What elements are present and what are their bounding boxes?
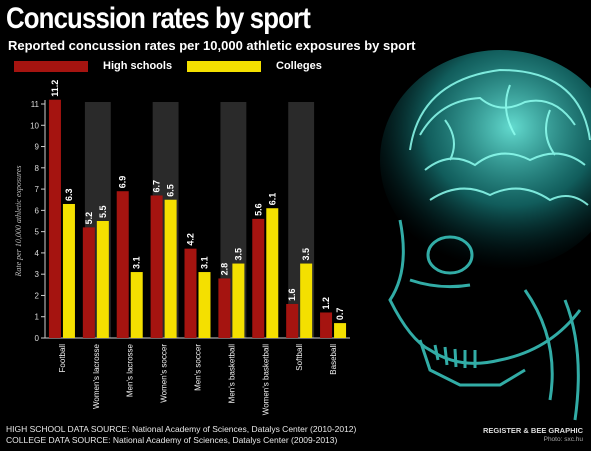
y-tick-label-9: 9 [35,143,40,152]
category-label-softball: Softball [295,344,304,371]
category-label-women-s-soccer: Women's soccer [160,344,169,403]
category-label-baseball: Baseball [329,344,338,375]
graphic-credit: REGISTER & BEE GRAPHIC [482,426,583,435]
category-label-men-s-lacrosse: Men's lacrosse [126,343,135,397]
bar-high-schools-baseball [320,312,333,338]
bar-colleges-men-s-lacrosse [130,272,143,338]
bar-colleges-women-s-soccer [164,199,177,338]
y-tick-label-6: 6 [35,206,40,215]
bar-high-schools-women-s-lacrosse [82,227,95,338]
value-label-high-schools-men-s-lacrosse: 6.9 [118,176,128,189]
bar-high-schools-football [48,99,61,338]
y-tick-label-5: 5 [35,228,40,237]
footer-source-college: COLLEGE DATA SOURCE: National Academy of… [6,435,338,445]
bar-colleges-football [62,203,75,338]
value-label-colleges-football: 6.3 [64,188,74,201]
legend-label-high-schools: High schools [103,60,173,72]
value-label-high-schools-men-s-basketball: 2.8 [219,263,229,276]
category-label-men-s-basketball: Men's basketball [227,344,236,404]
bar-colleges-men-s-soccer [198,272,211,338]
value-label-high-schools-softball: 1.6 [287,288,297,301]
y-tick-label-2: 2 [35,291,40,300]
y-tick-label-8: 8 [35,164,40,173]
bar-high-schools-men-s-lacrosse [116,191,129,338]
bar-colleges-men-s-basketball [232,263,245,338]
bar-high-schools-men-s-basketball [218,278,231,338]
value-label-colleges-men-s-lacrosse: 3.1 [132,257,142,270]
photo-credit: Photo: sxc.hu [543,436,583,443]
bar-colleges-baseball [334,323,347,338]
value-label-colleges-men-s-soccer: 3.1 [200,257,210,270]
legend-label-colleges: Colleges [276,60,322,72]
value-label-colleges-baseball: 0.7 [335,308,345,321]
value-label-colleges-softball: 3.5 [301,248,311,261]
y-tick-label-1: 1 [35,313,40,322]
value-label-high-schools-women-s-basketball: 5.6 [253,203,263,216]
value-label-high-schools-women-s-lacrosse: 5.2 [84,212,94,225]
y-tick-label-10: 10 [30,121,39,130]
bar-colleges-women-s-basketball [266,208,279,338]
skull-xray-image [380,50,591,421]
bar-high-schools-men-s-soccer [184,248,197,338]
y-tick-label-3: 3 [35,270,40,279]
value-label-colleges-women-s-basketball: 6.1 [267,193,277,206]
legend-swatch-high-schools [14,61,88,72]
bar-high-schools-women-s-soccer [150,195,163,338]
legend-swatch-colleges [187,61,261,72]
bar-colleges-softball [300,263,313,338]
bar-colleges-women-s-lacrosse [96,221,109,338]
value-label-colleges-women-s-lacrosse: 5.5 [98,205,108,218]
y-tick-label-4: 4 [35,249,40,258]
value-label-colleges-women-s-soccer: 6.5 [166,184,176,197]
y-tick-label-0: 0 [35,334,40,343]
footer-source-high-school: HIGH SCHOOL DATA SOURCE: National Academ… [6,424,357,434]
category-label-football: Football [58,344,67,373]
value-label-colleges-men-s-basketball: 3.5 [233,248,243,261]
value-label-high-schools-football: 11.2 [50,80,60,97]
chart-title: Concussion rates by sport [6,2,311,35]
category-label-women-s-lacrosse: Women's lacrosse [92,343,101,409]
bar-high-schools-softball [286,303,299,338]
y-tick-label-11: 11 [31,100,40,109]
value-label-high-schools-women-s-soccer: 6.7 [152,180,162,193]
value-label-high-schools-baseball: 1.2 [321,297,331,310]
category-label-men-s-soccer: Men's soccer [194,344,203,391]
chart-subtitle: Reported concussion rates per 10,000 ath… [8,38,416,53]
y-tick-label-7: 7 [35,185,40,194]
bar-high-schools-women-s-basketball [252,218,265,338]
y-axis-label: Rate per 10,000 athletic exposures [14,165,23,277]
category-label-women-s-basketball: Women's basketball [261,344,270,415]
value-label-high-schools-men-s-soccer: 4.2 [186,233,196,246]
